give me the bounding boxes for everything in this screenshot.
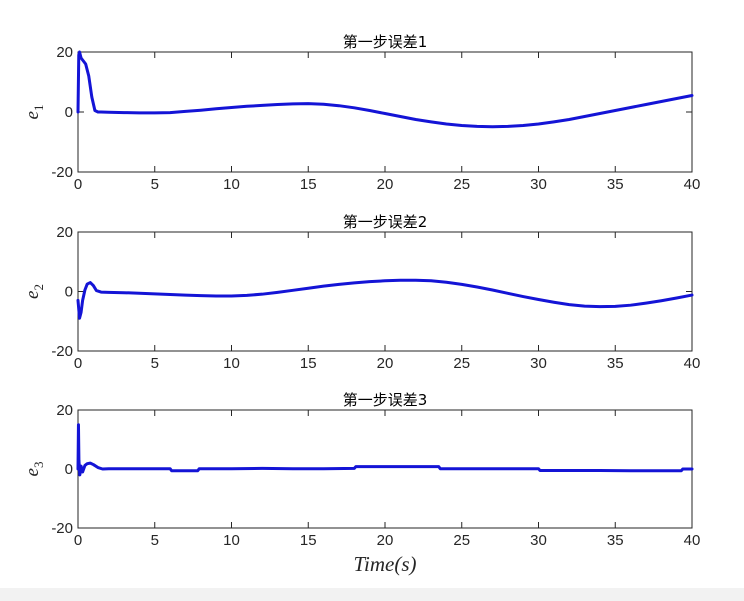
- x-tick-label: 0: [74, 532, 82, 549]
- series-line-1: [76, 50, 694, 129]
- series-line-1: [76, 423, 694, 477]
- y-tick-label: 0: [65, 461, 73, 478]
- series-line-1: [76, 278, 694, 320]
- y-axis-label-main: e: [22, 468, 43, 476]
- x-tick-label: 20: [377, 176, 394, 193]
- y-tick-label: 20: [56, 224, 73, 241]
- x-tick-label: 10: [223, 176, 240, 193]
- x-tick-label: 5: [151, 532, 159, 549]
- x-tick-label: 30: [530, 355, 547, 372]
- x-tick-label: 25: [453, 176, 470, 193]
- y-tick-label: -20: [51, 520, 73, 537]
- y-tick-label: 0: [65, 104, 73, 121]
- y-axis-label-main: e: [22, 111, 43, 119]
- x-tick-label: 40: [684, 176, 701, 193]
- y-tick-label: -20: [51, 164, 73, 181]
- subplot-title: 第一步误差1: [343, 33, 428, 51]
- subplot-title: 第一步误差3: [343, 391, 428, 409]
- subplot-title: 第一步误差2: [343, 213, 428, 231]
- bottom-strip: [0, 588, 744, 601]
- x-tick-label: 5: [151, 355, 159, 372]
- x-tick-label: 10: [223, 355, 240, 372]
- x-axis-label: Time(s): [354, 552, 417, 576]
- x-tick-label: 15: [300, 355, 317, 372]
- x-tick-label: 35: [607, 532, 624, 549]
- x-tick-label: 35: [607, 355, 624, 372]
- y-axis-label-subscript: 3: [31, 462, 46, 469]
- x-tick-label: 25: [453, 532, 470, 549]
- x-tick-label: 15: [300, 176, 317, 193]
- x-tick-label: 40: [684, 532, 701, 549]
- x-tick-label: 5: [151, 176, 159, 193]
- x-tick-label: 30: [530, 176, 547, 193]
- axes-box: [77, 231, 693, 352]
- x-tick-label: 25: [453, 355, 470, 372]
- y-tick-label: 20: [56, 402, 73, 419]
- x-tick-label: 35: [607, 176, 624, 193]
- y-axis-label: e2: [22, 284, 46, 299]
- y-tick-label: -20: [51, 343, 73, 360]
- x-tick-label: 20: [377, 355, 394, 372]
- x-tick-label: 0: [74, 176, 82, 193]
- x-tick-label: 30: [530, 532, 547, 549]
- x-tick-label: 40: [684, 355, 701, 372]
- y-axis-label-subscript: 1: [31, 105, 46, 112]
- y-axis-label-subscript: 2: [31, 284, 46, 291]
- y-axis-label: e3: [22, 462, 46, 477]
- x-tick-label: 20: [377, 532, 394, 549]
- x-tick-label: 0: [74, 355, 82, 372]
- y-tick-label: 20: [56, 44, 73, 61]
- x-tick-label: 15: [300, 532, 317, 549]
- x-tick-label: 10: [223, 532, 240, 549]
- y-axis-label-main: e: [22, 291, 43, 299]
- y-tick-label: 0: [65, 284, 73, 301]
- y-axis-label: e1: [22, 105, 46, 120]
